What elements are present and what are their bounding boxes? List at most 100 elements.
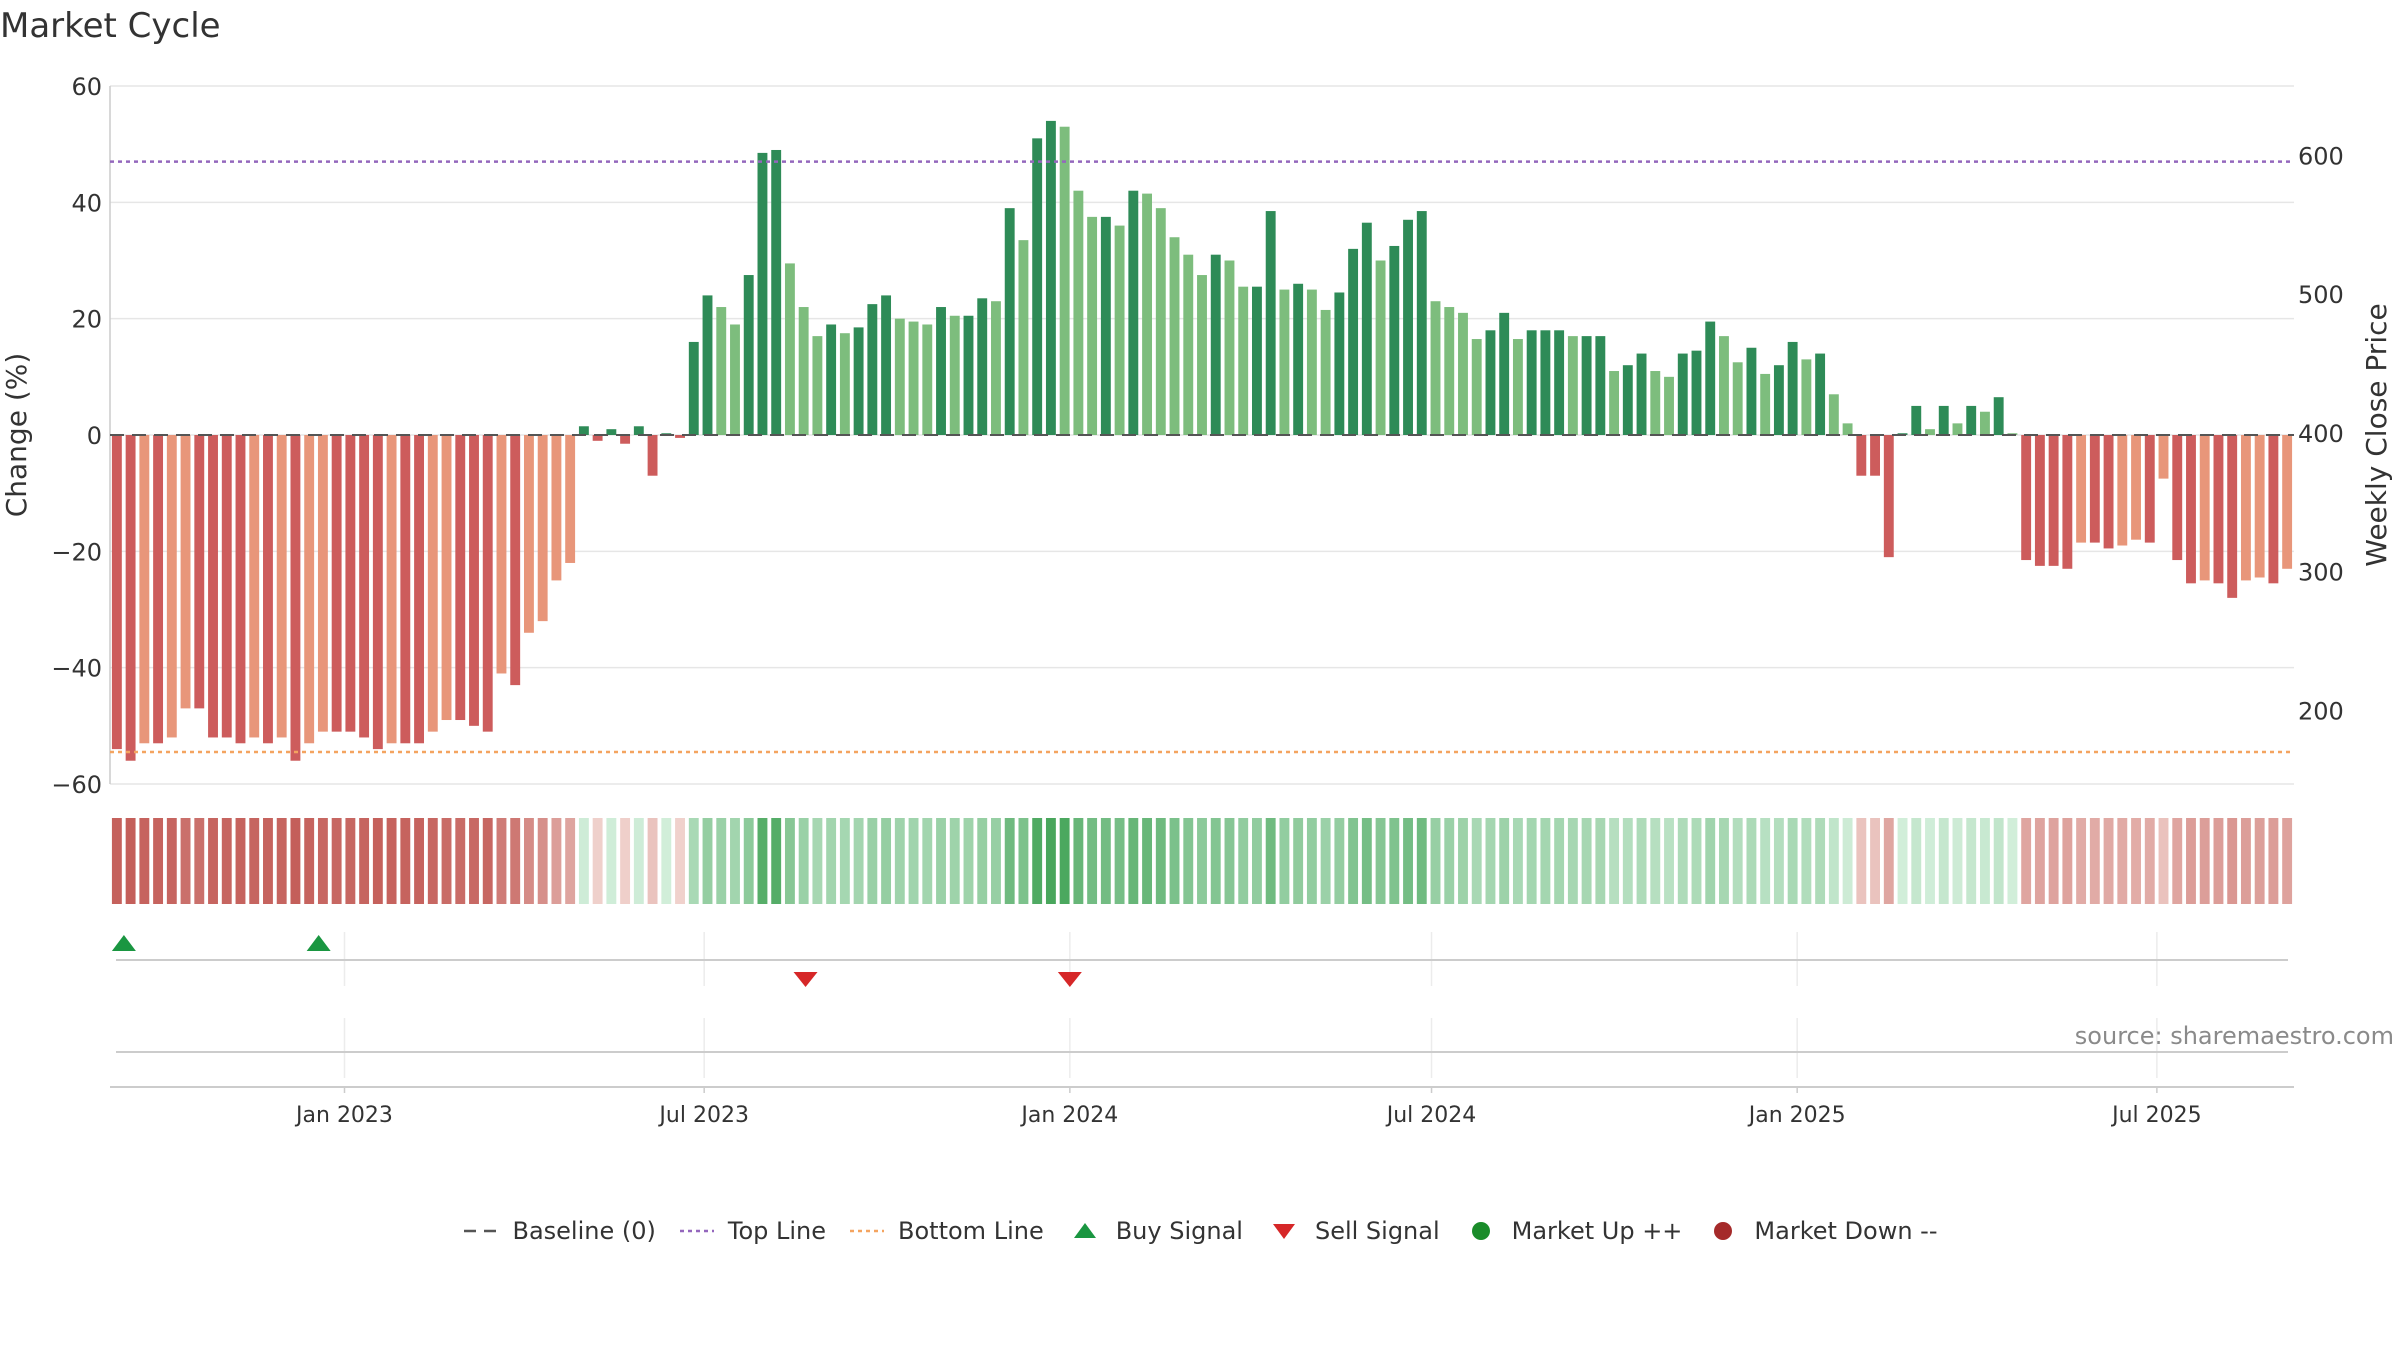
heat-cell — [2254, 818, 2265, 904]
change-bar — [1705, 321, 1716, 435]
change-bar — [1925, 429, 1935, 435]
heat-cell — [1128, 818, 1139, 904]
heat-cell — [2021, 818, 2032, 904]
change-bar — [991, 301, 1001, 435]
heat-cell — [221, 818, 232, 904]
heat-cell — [317, 818, 328, 904]
heat-cell — [2007, 818, 2018, 904]
heat-cell — [949, 818, 960, 904]
heat-cell — [1375, 818, 1386, 904]
change-bar — [730, 324, 740, 435]
legend-item[interactable]: Top Line — [678, 1217, 826, 1245]
heat-cell — [551, 818, 562, 904]
change-bar — [331, 435, 342, 732]
change-bar — [1842, 423, 1853, 435]
heat-cell — [249, 818, 260, 904]
heat-cell — [908, 818, 919, 904]
legend-item[interactable]: Baseline (0) — [462, 1217, 656, 1245]
heat-cell — [867, 818, 878, 904]
y-tick-label: 20 — [71, 306, 102, 334]
change-bar — [510, 435, 521, 686]
change-bar — [1018, 240, 1029, 435]
heat-cell — [1773, 818, 1784, 904]
change-bar — [2048, 435, 2059, 566]
change-bar — [2131, 435, 2141, 540]
change-bar — [1142, 193, 1153, 435]
buy-signal-marker — [111, 935, 136, 951]
heat-cell — [1512, 818, 1523, 904]
change-bar — [2240, 435, 2251, 581]
change-bar — [1334, 292, 1345, 435]
change-bar — [1993, 397, 2004, 435]
change-bar — [1416, 211, 1427, 435]
heat-cell — [2199, 818, 2210, 904]
change-bar — [1609, 371, 1620, 435]
y-tick-label: −40 — [51, 655, 102, 683]
heat-cell — [469, 818, 479, 904]
change-bar — [1100, 216, 1111, 435]
legend-item[interactable]: Sell Signal — [1265, 1217, 1440, 1245]
heat-cell — [1238, 818, 1249, 904]
heat-cell — [2076, 818, 2087, 904]
change-bar — [1636, 353, 1647, 435]
heat-cell — [1760, 818, 1771, 904]
legend-item[interactable]: Market Up ++ — [1462, 1217, 1683, 1245]
change-bar — [894, 318, 905, 435]
change-bar — [2282, 435, 2293, 569]
heat-cell — [1265, 818, 1276, 904]
heat-cell — [743, 818, 754, 904]
change-bar — [757, 152, 768, 435]
change-bar — [1444, 307, 1455, 435]
change-bar — [2227, 435, 2238, 598]
heat-cell — [2103, 818, 2114, 904]
bars-layer — [111, 120, 2293, 761]
heat-cell — [1018, 818, 1029, 904]
legend-item[interactable]: Market Down -- — [1704, 1217, 1938, 1245]
change-bar — [963, 315, 974, 435]
heat-cell — [125, 818, 136, 904]
heat-strip — [111, 818, 2293, 904]
heat-cell — [290, 818, 301, 904]
change-bar — [482, 435, 493, 732]
heat-cell — [455, 818, 466, 904]
heat-cell — [798, 818, 809, 904]
change-bar — [1691, 350, 1702, 435]
legend-item[interactable]: Bottom Line — [848, 1217, 1044, 1245]
change-bar — [304, 435, 315, 744]
change-bar — [166, 435, 177, 738]
heat-cell — [881, 818, 892, 904]
top-line-legend-icon — [678, 1219, 716, 1243]
change-bar — [1622, 365, 1633, 435]
change-bar — [881, 295, 892, 435]
heat-cell — [1348, 818, 1359, 904]
buy-signal-marker — [306, 935, 331, 951]
change-bar — [2213, 435, 2224, 584]
heat-cell — [1677, 818, 1688, 904]
heat-cell — [414, 818, 425, 904]
change-bar — [1265, 211, 1276, 435]
legend-item[interactable]: Buy Signal — [1066, 1217, 1243, 1245]
heat-cell — [1925, 818, 1935, 904]
heat-cell — [1911, 818, 1922, 904]
legend-label: Baseline (0) — [512, 1217, 656, 1245]
change-bar — [441, 435, 452, 721]
change-bar — [111, 435, 122, 750]
legend-label: Market Up ++ — [1511, 1217, 1683, 1245]
change-bar — [2089, 435, 2100, 543]
change-bar — [1210, 254, 1221, 435]
change-bar — [2117, 435, 2128, 546]
heat-cell — [647, 818, 658, 904]
heat-cell — [2144, 818, 2155, 904]
change-bar — [2199, 435, 2210, 581]
chart-title: Market Cycle — [0, 6, 221, 46]
change-bar — [1224, 260, 1235, 435]
market-up-dot-icon — [1462, 1219, 1500, 1243]
heat-cell — [345, 818, 356, 904]
change-bar — [1169, 237, 1180, 435]
change-bar — [1251, 286, 1262, 435]
heat-cell — [1059, 818, 1070, 904]
heat-cell — [1732, 818, 1743, 904]
heat-cell — [661, 818, 672, 904]
heat-cell — [372, 818, 383, 904]
change-bar — [1911, 405, 1922, 435]
